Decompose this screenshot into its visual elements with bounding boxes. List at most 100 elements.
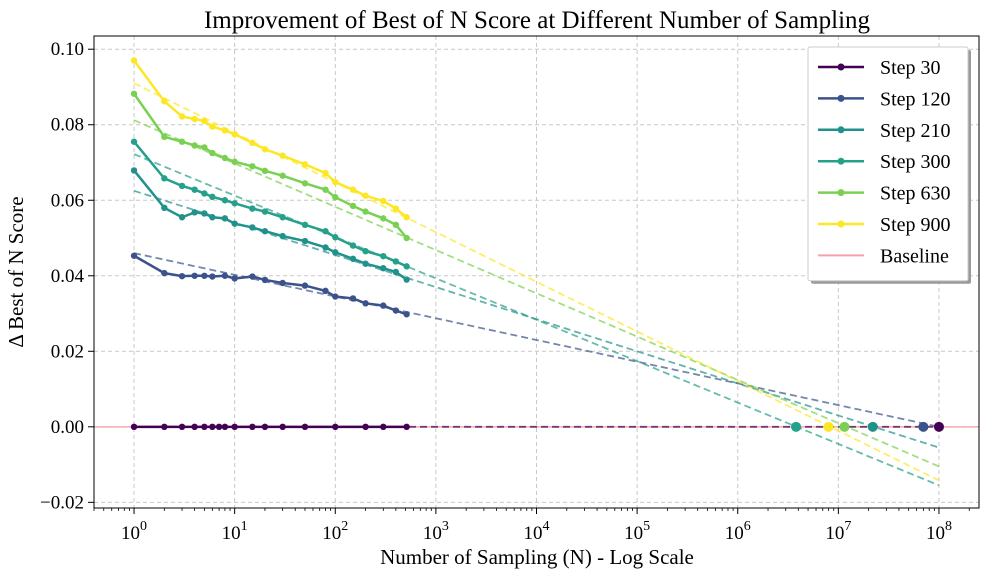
data-point (209, 149, 216, 157)
legend-label: Step 630 (880, 183, 951, 205)
data-point (322, 186, 329, 193)
legend-item: Step 900 (818, 214, 951, 236)
zero-crossing-markers (791, 421, 944, 432)
data-point (209, 423, 216, 431)
data-point (380, 302, 387, 309)
data-point (362, 192, 369, 199)
data-point (191, 209, 198, 216)
data-point (249, 273, 256, 280)
x-tick-label: 107 (825, 519, 851, 544)
data-point (349, 295, 357, 302)
legend-item: Step 300 (818, 151, 951, 173)
x-tick-exponent: 5 (643, 519, 650, 534)
x-tick-exponent: 3 (442, 519, 449, 534)
data-point (322, 244, 329, 251)
y-tick-label: 0.00 (51, 417, 84, 438)
x-tick-label: 102 (322, 519, 348, 544)
x-tick-base: 10 (222, 523, 241, 544)
data-point (322, 169, 329, 177)
x-tick-base: 10 (121, 523, 140, 544)
data-point (221, 127, 229, 134)
x-tick-exponent: 2 (341, 519, 348, 534)
legend-label: Step 120 (880, 88, 951, 110)
legend-item: Step 120 (818, 88, 951, 110)
data-point (209, 214, 216, 221)
data-point (201, 210, 208, 217)
legend-label: Step 210 (880, 120, 951, 142)
data-point (191, 272, 198, 279)
data-point (201, 423, 208, 431)
data-point (349, 242, 357, 249)
data-point (322, 228, 329, 235)
data-point (161, 133, 168, 141)
x-tick-exponent: 8 (945, 519, 952, 534)
legend-swatch-marker (837, 189, 845, 197)
zero-crossing-point (839, 421, 850, 432)
x-tick-label: 108 (926, 519, 952, 544)
data-point (332, 293, 339, 300)
data-point (231, 200, 238, 207)
data-point (130, 167, 138, 174)
data-point (403, 234, 410, 242)
zero-crossing-point (791, 421, 802, 432)
data-point (279, 423, 286, 431)
data-point (332, 234, 339, 241)
data-point (279, 172, 286, 179)
series-step-300 (130, 138, 410, 270)
x-tick-label: 103 (423, 519, 449, 544)
data-point (279, 152, 286, 159)
data-point (261, 208, 269, 215)
series-step-900 (130, 57, 410, 221)
data-point (201, 272, 208, 279)
data-point (161, 204, 168, 212)
data-point (332, 423, 339, 431)
legend-swatch-marker (837, 126, 845, 134)
x-axis-label: Number of Sampling (N) - Log Scale (380, 545, 694, 569)
x-tick-exponent: 4 (543, 519, 550, 534)
trend-line (133, 252, 940, 428)
data-point (130, 57, 138, 64)
x-tick-label: 101 (222, 519, 248, 544)
data-point (301, 237, 309, 245)
y-tick-label: 0.06 (51, 190, 84, 211)
legend-label: Step 30 (880, 57, 941, 79)
legend-item: Step 210 (818, 120, 951, 142)
data-point (301, 180, 309, 187)
legend-item: Step 630 (818, 183, 951, 205)
x-tick-exponent: 6 (744, 519, 751, 534)
data-point (191, 423, 198, 431)
data-point (231, 158, 238, 165)
data-point (349, 186, 357, 193)
data-point (249, 139, 256, 147)
x-tick-label: 100 (121, 519, 147, 544)
data-point (209, 123, 216, 130)
data-point (130, 138, 138, 145)
legend-swatch-marker (837, 63, 845, 71)
data-point (279, 214, 286, 221)
data-point (249, 205, 256, 212)
x-tick-base: 10 (725, 523, 744, 544)
data-point (392, 307, 400, 314)
data-point (130, 252, 138, 259)
x-tick-exponent: 1 (241, 519, 248, 534)
x-tick-label: 104 (524, 519, 550, 544)
y-tick-label: 0.04 (51, 266, 85, 287)
data-point (392, 258, 400, 265)
data-point (249, 423, 256, 431)
trend-line (133, 153, 940, 487)
x-tick-label: 106 (725, 519, 751, 544)
trend-line (133, 119, 940, 468)
series-step-630 (130, 90, 410, 242)
data-point (261, 276, 269, 284)
data-point (231, 275, 238, 282)
data-point (332, 194, 339, 201)
data-point (178, 138, 186, 145)
data-point (403, 423, 410, 431)
data-point (403, 263, 410, 270)
data-point (380, 252, 387, 260)
y-axis-label: Δ Best of N Score (4, 196, 28, 347)
data-point (178, 182, 186, 190)
data-point (380, 215, 387, 222)
series-step-210 (130, 167, 410, 283)
